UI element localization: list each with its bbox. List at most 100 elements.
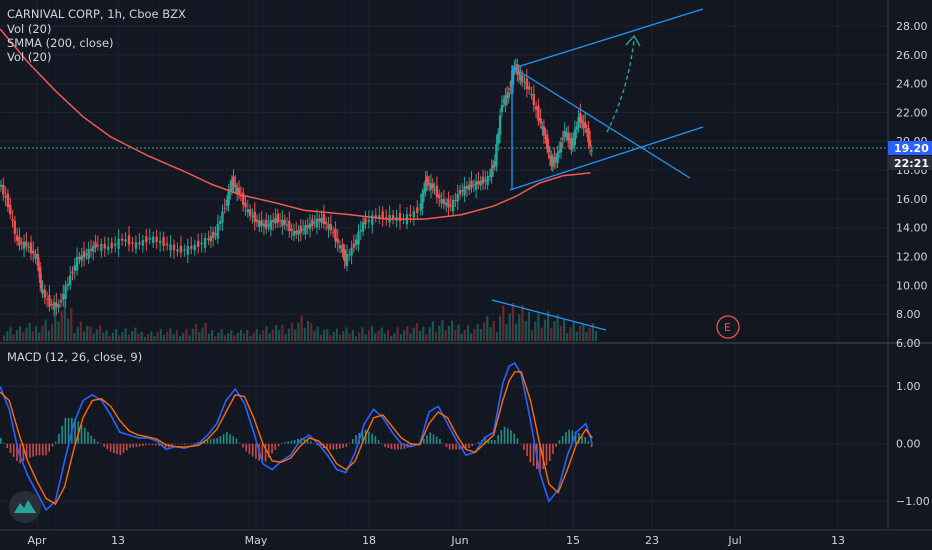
volume-bar [563, 319, 566, 341]
candle-body [221, 211, 224, 223]
candle-body [474, 181, 478, 190]
time-tick-label: May [245, 534, 268, 547]
volume-bar [25, 327, 28, 341]
volume-bar [470, 333, 473, 341]
volume-bar [547, 311, 550, 341]
volume-bar [339, 334, 342, 341]
volume-bar [447, 325, 450, 341]
candle-body [251, 215, 254, 217]
trendline [491, 299, 607, 331]
macd-histogram-bar [387, 443, 390, 449]
macd-histogram-bar [25, 443, 28, 460]
volume-bar [220, 329, 223, 341]
volume-bar [95, 329, 98, 341]
macd-histogram-bar [206, 439, 209, 444]
candle-body [577, 116, 580, 128]
macd-histogram-bar [122, 443, 125, 453]
candle-body [504, 95, 507, 106]
macd-histogram-bar [529, 443, 532, 463]
earnings-marker[interactable]: E [724, 321, 731, 334]
candle-body [488, 175, 492, 177]
macd-histogram-bar [180, 443, 183, 445]
candle-body [381, 211, 384, 220]
candle-body [55, 302, 58, 307]
volume-bar [553, 320, 556, 341]
price-axis-labels[interactable]: 28.0026.0024.0022.0020.0018.0016.0014.00… [896, 20, 928, 350]
volume-bar [473, 328, 476, 341]
macd-histogram-bar [164, 443, 167, 448]
candle-body [507, 92, 510, 99]
candle-body [334, 228, 337, 242]
volume-bar [451, 320, 454, 341]
macd-histogram-bar [526, 443, 528, 457]
projection-arrow [606, 39, 635, 133]
candle-body [36, 253, 40, 266]
candle-body [384, 216, 388, 218]
macd-histogram-bar [48, 443, 51, 452]
candle-body [444, 202, 448, 206]
candle-body [248, 209, 252, 216]
candle-body [308, 223, 312, 229]
volume-bar [105, 330, 108, 341]
volume-bar [252, 332, 255, 341]
volume-bar [310, 322, 313, 341]
time-axis-labels[interactable]: Apr 13 May 18 Jun 15 23 Jul 13 [27, 534, 845, 547]
candle-body [113, 243, 117, 246]
candle-body [481, 176, 485, 184]
macd-histogram-bar [487, 438, 490, 444]
volume-bar [332, 331, 335, 341]
volume-bar [166, 331, 169, 341]
macd-histogram-bar [523, 443, 525, 451]
macd-histogram-bar [335, 443, 338, 450]
volume-bar [499, 316, 502, 341]
macd-histogram-bar [555, 443, 557, 447]
trendline-drawings[interactable] [491, 8, 704, 331]
candle-body [491, 164, 495, 169]
candle-body [235, 187, 239, 193]
macd-histogram-bar [83, 427, 86, 444]
candle-body [241, 192, 245, 206]
candle-body [502, 100, 506, 103]
candle-body [357, 231, 360, 245]
volume-bar [323, 329, 326, 341]
macd-tick-label: 1.00 [896, 380, 921, 393]
candle-body [534, 106, 538, 110]
macd-histogram-bar [371, 433, 373, 444]
volume-bars [3, 300, 598, 341]
time-tick-label: Jul [727, 534, 741, 547]
candle-body [500, 104, 504, 112]
macd-histogram-bar [561, 436, 564, 444]
volume-bar [63, 300, 66, 341]
price-tick-label: 16.00 [896, 193, 928, 206]
volume-bar [460, 333, 463, 341]
volume-bar [345, 327, 348, 341]
candle-body [442, 199, 446, 205]
volume-bar [380, 327, 383, 341]
smma-line [0, 28, 591, 220]
candle-body [71, 271, 74, 274]
candle-body [193, 244, 196, 251]
candle-body [295, 230, 298, 234]
macd-histogram-bar [332, 443, 335, 450]
macd-histogram-bar [142, 443, 144, 446]
candle-body [40, 280, 43, 289]
volume-bar [28, 322, 31, 341]
time-tick-label: 15 [566, 534, 580, 547]
macd-histogram-bar [219, 436, 222, 444]
candle-body [571, 139, 575, 147]
macd-histogram-bar [452, 443, 454, 450]
volume-bar [316, 326, 319, 341]
candle-body [62, 294, 65, 300]
volume-bar [329, 335, 332, 341]
volume-bar [204, 322, 207, 341]
candle-body [87, 248, 90, 259]
earnings-marker-circle[interactable] [716, 315, 740, 339]
candle-body [96, 245, 100, 246]
tradingview-logo-icon[interactable] [9, 491, 41, 523]
price-tick-label: 12.00 [896, 251, 928, 264]
macd-axis-labels[interactable]: 1.00 0.00 −1.00 [896, 380, 930, 508]
candle-body [505, 95, 509, 98]
volume-bar [486, 316, 489, 341]
